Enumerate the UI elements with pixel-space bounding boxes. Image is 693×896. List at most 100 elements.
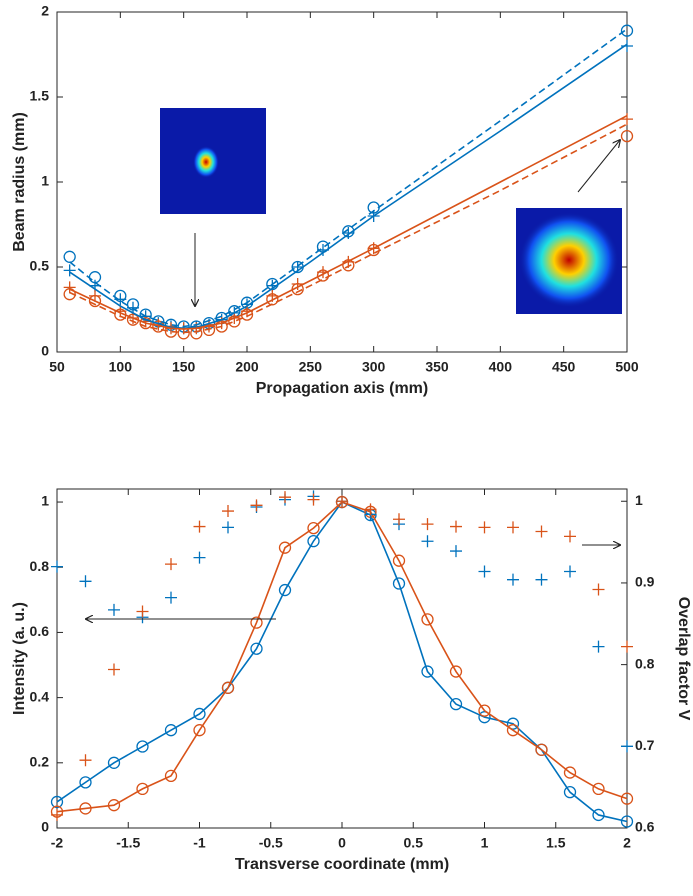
series-line	[69, 43, 628, 330]
marker-plus	[393, 513, 405, 526]
marker-plus	[421, 535, 434, 548]
marker-circle	[620, 129, 634, 143]
marker-circle	[421, 613, 434, 626]
marker-circle	[50, 795, 64, 809]
marker-circle	[592, 808, 605, 822]
x-tick-label: 200	[235, 359, 259, 375]
x-tick-label: 500	[615, 359, 639, 375]
x-axis-label: Transverse coordinate (mm)	[235, 856, 449, 873]
marker-circle	[620, 24, 634, 37]
x-axis-label: Propagation axis (mm)	[256, 380, 428, 397]
y-tick-label: 0	[41, 819, 49, 835]
marker-plus	[291, 278, 304, 290]
y2-tick-label: 0.6	[635, 819, 655, 835]
y-tick-label: 0.5	[30, 258, 50, 274]
marker-circle	[79, 776, 92, 789]
marker-circle	[620, 792, 634, 805]
marker-circle	[620, 815, 634, 828]
y-tick-label: 1.5	[30, 88, 50, 104]
y-tick-label: 1	[41, 493, 49, 509]
marker-plus	[108, 603, 120, 616]
x-tick-label: -0.5	[259, 835, 283, 851]
marker-plus	[535, 573, 548, 586]
marker-circle	[449, 665, 463, 678]
marker-plus	[222, 505, 234, 518]
beam-spot	[193, 146, 219, 178]
marker-plus	[279, 491, 291, 504]
marker-circle	[478, 711, 491, 724]
marker-plus	[478, 521, 491, 534]
marker-plus	[336, 495, 348, 508]
marker-circle	[164, 769, 178, 782]
y2-tick-label: 0.8	[635, 655, 655, 671]
marker-circle	[250, 616, 263, 629]
marker-plus	[79, 754, 92, 767]
marker-circle	[535, 743, 548, 756]
marker-plus	[564, 565, 576, 578]
marker-plus	[564, 530, 576, 543]
marker-plus	[478, 565, 491, 578]
marker-plus	[63, 281, 76, 294]
marker-plus	[165, 591, 177, 604]
series-line	[56, 501, 628, 813]
marker-circle	[307, 521, 320, 535]
y2-tick-label: 1	[635, 492, 643, 508]
y2-tick-label: 0.7	[635, 737, 655, 753]
marker-circle	[563, 766, 577, 779]
marker-circle	[221, 681, 235, 694]
marker-plus	[250, 499, 263, 512]
series-line	[69, 114, 628, 330]
marker-plus	[621, 40, 633, 52]
marker-plus	[193, 551, 206, 564]
marker-circle	[250, 642, 263, 655]
marker-plus	[307, 493, 320, 506]
marker-plus	[108, 663, 120, 676]
x-tick-label: 250	[299, 359, 323, 375]
marker-plus	[51, 808, 63, 821]
marker-plus	[165, 558, 177, 571]
marker-circle	[478, 704, 491, 717]
beam-spot	[519, 212, 619, 308]
y-tick-label: 0.6	[30, 623, 50, 639]
x-tick-label: 1	[481, 835, 489, 851]
x-tick-label: -2	[51, 835, 64, 851]
marker-plus	[51, 560, 63, 573]
marker-plus	[450, 520, 462, 533]
marker-plus	[136, 605, 149, 618]
marker-circle	[107, 799, 121, 812]
y-axis-label: Intensity (a. u.)	[11, 602, 28, 715]
marker-plus	[79, 575, 92, 588]
marker-circle	[107, 756, 121, 769]
y-tick-label: 0	[41, 343, 49, 359]
marker-plus	[507, 573, 519, 586]
x-tick-label: 400	[489, 359, 513, 375]
x-tick-label: 1.5	[546, 835, 566, 851]
x-tick-label: 150	[172, 359, 196, 375]
marker-circle	[136, 782, 149, 796]
marker-circle	[392, 554, 406, 567]
marker-circle	[592, 782, 605, 796]
x-tick-label: 50	[49, 359, 65, 375]
marker-circle	[421, 665, 434, 678]
y-axis-label: Beam radius (mm)	[11, 112, 28, 252]
marker-circle	[506, 717, 520, 730]
marker-plus	[114, 293, 127, 306]
y-tick-label: 0.4	[30, 688, 50, 704]
marker-circle	[449, 697, 463, 711]
marker-plus	[421, 518, 434, 531]
x-tick-label: 0.5	[404, 835, 424, 851]
axes-box	[56, 488, 628, 829]
marker-circle	[63, 250, 76, 263]
y2-axis-label: Overlap factor V	[675, 597, 692, 721]
marker-circle	[164, 724, 178, 737]
x-tick-label: 350	[425, 359, 449, 375]
series-line	[69, 28, 628, 328]
marker-circle	[506, 724, 520, 737]
y-tick-label: 1	[41, 173, 49, 189]
y2-tick-label: 0.9	[635, 574, 655, 590]
arrow	[577, 140, 620, 193]
marker-circle	[193, 707, 206, 721]
marker-circle	[307, 535, 320, 548]
marker-circle	[136, 740, 149, 753]
